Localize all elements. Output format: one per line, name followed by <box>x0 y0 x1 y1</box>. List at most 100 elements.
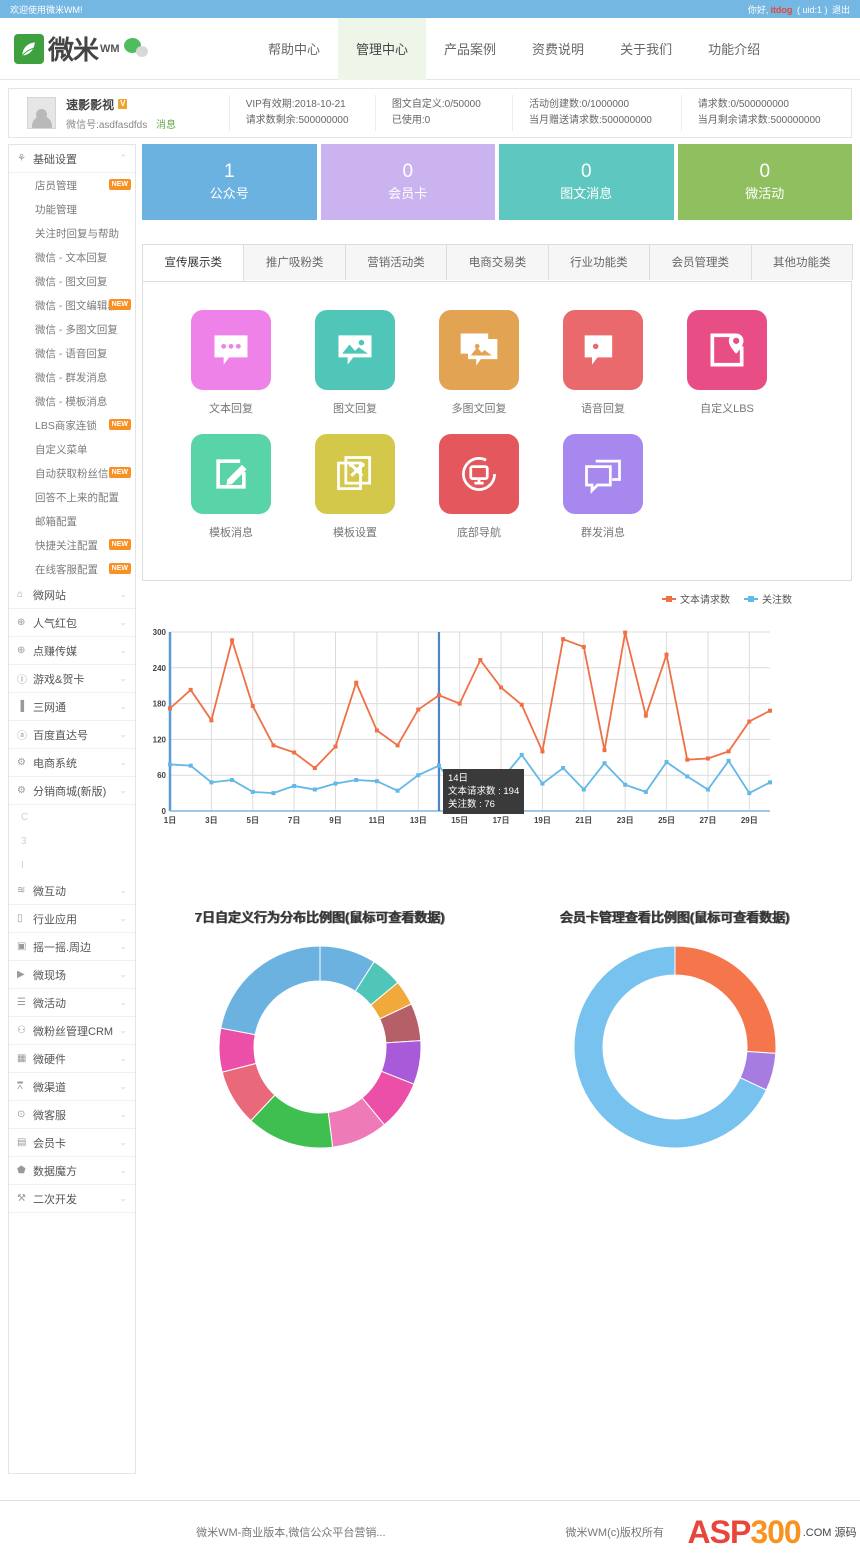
feature-语音回复[interactable]: 语音回复 <box>541 310 665 416</box>
tab-营销活动类[interactable]: 营销活动类 <box>344 244 448 280</box>
sidebar-group-微渠道[interactable]: ⩞ 微渠道 ⌄ <box>9 1073 135 1101</box>
sidebar-item-微信 - 图文回复[interactable]: 微信 - 图文回复 <box>9 269 135 293</box>
sidebar-item-label: 自动获取粉丝信息 <box>35 467 119 480</box>
tab-会员管理类[interactable]: 会员管理类 <box>649 244 752 280</box>
stat-label: 微活动 <box>745 186 785 201</box>
sidebar-item-微信 - 多图文回复[interactable]: 微信 - 多图文回复 <box>9 317 135 341</box>
sidebar-group-三网通[interactable]: ▐ 三网通 ⌄ <box>9 693 135 721</box>
feature-群发消息[interactable]: 群发消息 <box>541 434 665 540</box>
svg-text:9日: 9日 <box>329 816 341 825</box>
sidebar-group-数据魔方[interactable]: ⬟ 数据魔方 ⌄ <box>9 1157 135 1185</box>
nav-item-2[interactable]: 产品案例 <box>444 42 497 57</box>
sidebar-partial-item[interactable]: 3 <box>21 835 27 847</box>
sidebar-group-微互动[interactable]: ≋ 微互动 ⌄ <box>9 877 135 905</box>
feature-自定义LBS[interactable]: 自定义LBS <box>665 310 789 416</box>
tab-行业功能类[interactable]: 行业功能类 <box>547 244 651 280</box>
sidebar-partial-item[interactable]: I <box>21 859 24 871</box>
home-icon: ⌂ <box>17 589 24 600</box>
quota-line: 活动创建数:0/1000000 <box>529 99 630 110</box>
sidebar-group-微硬件[interactable]: ▦ 微硬件 ⌄ <box>9 1045 135 1073</box>
svg-text:27日: 27日 <box>699 816 716 825</box>
stacked-bubble-icon <box>563 434 643 514</box>
donut-right-canvas[interactable] <box>497 942 852 1155</box>
sidebar-item-关注时回复与帮助[interactable]: 关注时回复与帮助 <box>9 221 135 245</box>
sidebar-group-百度直达号[interactable]: ⓐ 百度直达号 ⌄ <box>9 721 135 749</box>
sidebar-item-自定义菜单[interactable]: 自定义菜单 <box>9 437 135 461</box>
feature-多图文回复[interactable]: 多图文回复 <box>417 310 541 416</box>
feature-label: 底部导航 <box>457 527 501 539</box>
tab-推广吸粉类[interactable]: 推广吸粉类 <box>243 244 346 280</box>
chevron-down-icon: ⌄ <box>119 1025 127 1035</box>
sidebar-group-人气红包[interactable]: ⊕ 人气红包 ⌄ <box>9 609 135 637</box>
stat-card-会员卡[interactable]: 0 会员卡 <box>320 144 495 220</box>
nav-item-0[interactable]: 帮助中心 <box>268 42 321 57</box>
sidebar-group-游戏&贺卡[interactable]: Ⓘ 游戏&贺卡 ⌄ <box>9 665 135 693</box>
stat-card-公众号[interactable]: 1 公众号 <box>142 144 317 220</box>
sidebar-item-快捷关注配置[interactable]: 快捷关注配置 NEW <box>9 533 135 557</box>
chat-dots-icon <box>191 310 271 390</box>
sidebar-item-自动获取粉丝信息[interactable]: 自动获取粉丝信息 NEW <box>9 461 135 485</box>
logo[interactable]: 微米 WM <box>0 30 250 67</box>
quota-line: 当月赠送请求数:500000000 <box>529 115 652 126</box>
donut-left-canvas[interactable] <box>142 942 497 1155</box>
sidebar-group-电商系统[interactable]: ⚙ 电商系统 ⌄ <box>9 749 135 777</box>
sidebar-item-微信 - 语音回复[interactable]: 微信 - 语音回复 <box>9 341 135 365</box>
sidebar-item-微信 - 文本回复[interactable]: 微信 - 文本回复 <box>9 245 135 269</box>
sidebar-group-会员卡[interactable]: ▤ 会员卡 ⌄ <box>9 1129 135 1157</box>
svg-text:7日: 7日 <box>288 816 300 825</box>
sidebar-group-二次开发[interactable]: ⚒ 二次开发 ⌄ <box>9 1185 135 1213</box>
sidebar-group-摇一摇.周边[interactable]: ▣ 摇一摇.周边 ⌄ <box>9 933 135 961</box>
feature-label: 模板消息 <box>209 527 253 539</box>
legend-item-文本请求数[interactable]: 文本请求数 <box>662 591 730 606</box>
sidebar-partial-item[interactable]: C <box>21 811 29 823</box>
feature-底部导航[interactable]: 底部导航 <box>417 434 541 540</box>
feature-文本回复[interactable]: 文本回复 <box>169 310 293 416</box>
sidebar-item-微信 - 群发消息[interactable]: 微信 - 群发消息 <box>9 365 135 389</box>
svg-text:21日: 21日 <box>575 816 592 825</box>
feature-label: 群发消息 <box>581 527 625 539</box>
sidebar-group-点赚传媒[interactable]: ⊕ 点赚传媒 ⌄ <box>9 637 135 665</box>
tab-电商交易类[interactable]: 电商交易类 <box>446 244 549 280</box>
sidebar-group-微网站[interactable]: ⌂ 微网站 ⌄ <box>9 581 135 609</box>
message-link[interactable]: 消息 <box>156 119 177 131</box>
sidebar-item-label: 邮箱配置 <box>35 515 77 528</box>
sidebar-item-LBS商家连锁[interactable]: LBS商家连锁 NEW <box>9 413 135 437</box>
chevron-down-icon: ⌄ <box>119 969 127 979</box>
feature-模板设置[interactable]: 模板设置 <box>293 434 417 540</box>
nav-item-5[interactable]: 功能介绍 <box>708 42 761 57</box>
main-content: 1 公众号 0 会员卡 0 图文消息 0 微活动 宣传展示类 推广吸粉类 营销活动类 电商交易类 行业… <box>142 144 853 1155</box>
stat-card-图文消息[interactable]: 0 图文消息 <box>499 144 674 220</box>
sidebar-group-分销商城(新版)[interactable]: ⚙ 分销商城(新版) ⌄ <box>9 777 135 805</box>
tab-其他功能类[interactable]: 其他功能类 <box>750 244 853 280</box>
footer-right-text: 微米WM(c)版权所有 <box>565 1526 664 1539</box>
sidebar-item-在线客服配置[interactable]: 在线客服配置 NEW <box>9 557 135 581</box>
logout-link[interactable]: 退出 <box>831 4 850 15</box>
nav-item-4[interactable]: 关于我们 <box>620 42 673 57</box>
sidebar-item-邮箱配置[interactable]: 邮箱配置 <box>9 509 135 533</box>
stat-card-微活动[interactable]: 0 微活动 <box>677 144 852 220</box>
sidebar-group-微现场[interactable]: ▶ 微现场 ⌄ <box>9 961 135 989</box>
sidebar-group-label: 微活动 <box>33 997 66 1010</box>
feature-模板消息[interactable]: 模板消息 <box>169 434 293 540</box>
sidebar-item-回答不上来的配置[interactable]: 回答不上来的配置 <box>9 485 135 509</box>
username-link[interactable]: itdog <box>770 4 793 15</box>
svg-text:25日: 25日 <box>658 816 675 825</box>
nav-item-3[interactable]: 资费说明 <box>532 42 585 57</box>
svg-text:1日: 1日 <box>164 816 176 825</box>
tab-宣传展示类[interactable]: 宣传展示类 <box>142 244 245 281</box>
sidebar-item-店员管理[interactable]: 店员管理 NEW <box>9 173 135 197</box>
stat-value: 0 <box>402 161 414 182</box>
sidebar-group-微粉丝管理CRM[interactable]: ⚇ 微粉丝管理CRM ⌄ <box>9 1017 135 1045</box>
sidebar-group-微活动[interactable]: ☰ 微活动 ⌄ <box>9 989 135 1017</box>
feature-图文回复[interactable]: 图文回复 <box>293 310 417 416</box>
sidebar-group-基础设置[interactable]: ⚘ 基础设置 ⌃ <box>9 145 135 173</box>
legend-item-关注数[interactable]: 关注数 <box>744 591 792 606</box>
quota-col-3: 活动创建数:0/1000000 当月赠送请求数:500000000 <box>512 95 681 131</box>
sidebar-group-label: 百度直达号 <box>33 729 88 742</box>
sidebar-item-微信 - 图文编辑器[interactable]: 微信 - 图文编辑器 NEW <box>9 293 135 317</box>
nav-item-1[interactable]: 管理中心 <box>338 17 427 80</box>
sidebar-item-微信 - 模板消息[interactable]: 微信 - 模板消息 <box>9 389 135 413</box>
sidebar-group-微客服[interactable]: ⊙ 微客服 ⌄ <box>9 1101 135 1129</box>
sidebar-group-行业应用[interactable]: ▯ 行业应用 ⌄ <box>9 905 135 933</box>
sidebar-item-功能管理[interactable]: 功能管理 <box>9 197 135 221</box>
